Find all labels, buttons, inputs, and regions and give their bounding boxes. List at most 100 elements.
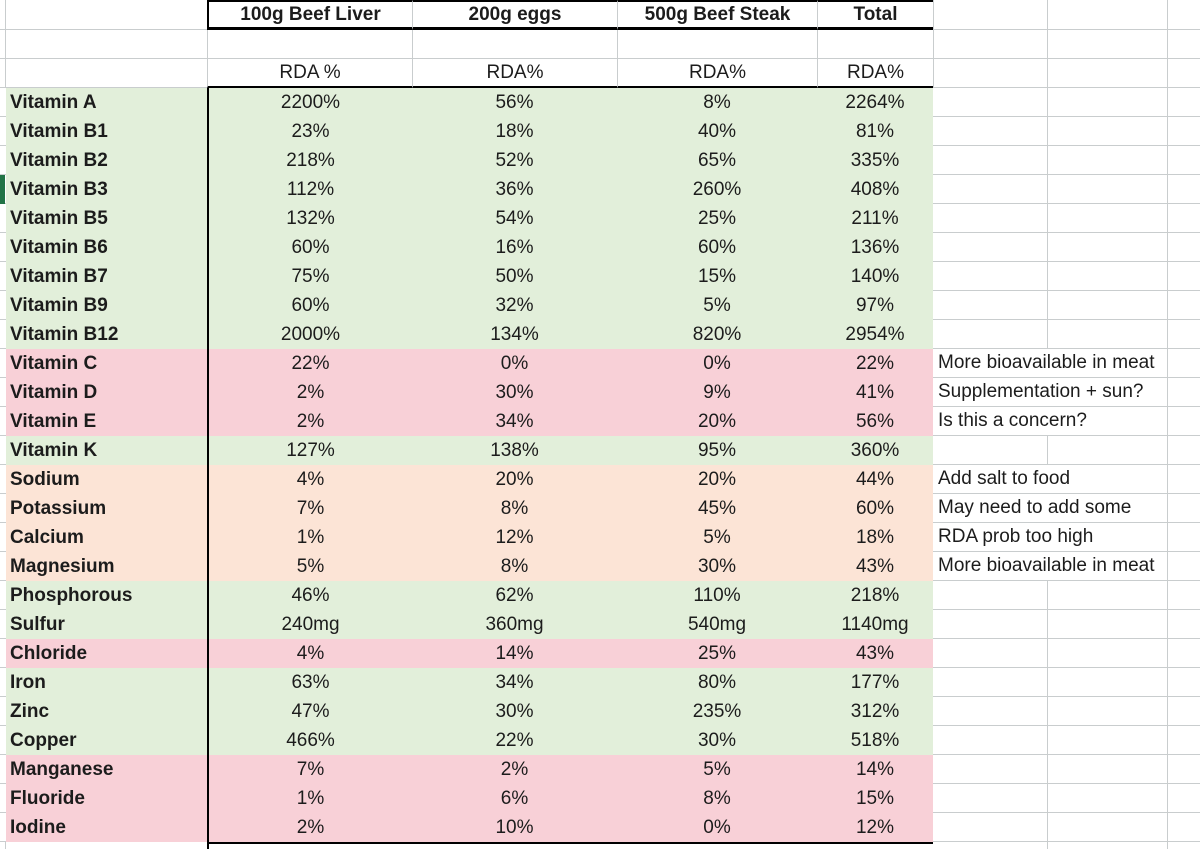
value-cell[interactable]: 2%	[207, 813, 412, 842]
empty-cell[interactable]	[933, 784, 1048, 813]
empty-cell[interactable]	[933, 59, 1048, 88]
note-cell[interactable]: Is this a concern?	[933, 407, 1087, 436]
value-cell[interactable]: 140%	[817, 262, 933, 291]
empty-cell[interactable]	[1168, 581, 1200, 610]
empty-cell[interactable]	[1048, 407, 1168, 436]
value-cell[interactable]: 36%	[412, 175, 617, 204]
empty-cell[interactable]	[412, 842, 617, 849]
value-cell[interactable]: 12%	[412, 523, 617, 552]
empty-cell[interactable]	[1048, 842, 1168, 849]
value-cell[interactable]: 138%	[412, 436, 617, 465]
value-cell[interactable]: 22%	[817, 349, 933, 378]
value-cell[interactable]: 54%	[412, 204, 617, 233]
empty-cell[interactable]	[1048, 320, 1168, 349]
value-cell[interactable]: 25%	[617, 204, 817, 233]
empty-cell[interactable]	[412, 30, 617, 59]
value-cell[interactable]: 62%	[412, 581, 617, 610]
value-cell[interactable]: 540mg	[617, 610, 817, 639]
value-cell[interactable]: 46%	[207, 581, 412, 610]
empty-cell[interactable]	[1048, 175, 1168, 204]
value-cell[interactable]: 177%	[817, 668, 933, 697]
subheader-rda[interactable]: RDA%	[617, 59, 817, 88]
value-cell[interactable]: 45%	[617, 494, 817, 523]
value-cell[interactable]: 16%	[412, 233, 617, 262]
value-cell[interactable]: 8%	[412, 494, 617, 523]
subheader-rda[interactable]: RDA%	[817, 59, 933, 88]
value-cell[interactable]: 1%	[207, 784, 412, 813]
empty-cell[interactable]	[933, 581, 1048, 610]
empty-cell[interactable]	[933, 262, 1048, 291]
empty-cell[interactable]	[933, 842, 1048, 849]
row-label-cell[interactable]: Zinc	[6, 697, 207, 726]
value-cell[interactable]: 466%	[207, 726, 412, 755]
note-cell[interactable]: Supplementation + sun?	[933, 378, 1143, 407]
empty-cell[interactable]	[1168, 146, 1200, 175]
empty-cell[interactable]	[1168, 726, 1200, 755]
value-cell[interactable]: 12%	[817, 813, 933, 842]
value-cell[interactable]: 360%	[817, 436, 933, 465]
row-label-cell[interactable]: Vitamin B12	[6, 320, 207, 349]
value-cell[interactable]: 60%	[207, 233, 412, 262]
note-cell[interactable]: Add salt to food	[933, 465, 1070, 494]
value-cell[interactable]: 132%	[207, 204, 412, 233]
empty-cell[interactable]	[933, 755, 1048, 784]
value-cell[interactable]: 15%	[817, 784, 933, 813]
value-cell[interactable]: 52%	[412, 146, 617, 175]
value-cell[interactable]: 22%	[207, 349, 412, 378]
empty-cell[interactable]	[1048, 726, 1168, 755]
empty-cell[interactable]	[817, 30, 933, 59]
value-cell[interactable]: 43%	[817, 552, 933, 581]
empty-cell[interactable]	[1048, 610, 1168, 639]
empty-cell[interactable]	[1168, 494, 1200, 523]
value-cell[interactable]: 20%	[617, 407, 817, 436]
value-cell[interactable]: 30%	[617, 726, 817, 755]
empty-cell[interactable]	[1168, 639, 1200, 668]
empty-cell[interactable]	[1168, 233, 1200, 262]
value-cell[interactable]: 2000%	[207, 320, 412, 349]
empty-cell[interactable]	[1048, 668, 1168, 697]
empty-cell[interactable]	[1048, 523, 1168, 552]
value-cell[interactable]: 5%	[207, 552, 412, 581]
value-cell[interactable]: 15%	[617, 262, 817, 291]
empty-cell[interactable]	[1168, 175, 1200, 204]
empty-cell[interactable]	[1048, 204, 1168, 233]
value-cell[interactable]: 110%	[617, 581, 817, 610]
value-cell[interactable]: 211%	[817, 204, 933, 233]
column-header-beef-liver[interactable]: 100g Beef Liver	[207, 0, 412, 30]
value-cell[interactable]: 23%	[207, 117, 412, 146]
corner-cell[interactable]	[6, 0, 207, 30]
empty-cell[interactable]	[1168, 117, 1200, 146]
empty-cell[interactable]	[1168, 668, 1200, 697]
value-cell[interactable]: 235%	[617, 697, 817, 726]
value-cell[interactable]: 10%	[412, 813, 617, 842]
row-label-cell[interactable]: Vitamin B5	[6, 204, 207, 233]
value-cell[interactable]: 2%	[412, 755, 617, 784]
empty-cell[interactable]	[817, 842, 933, 849]
empty-cell[interactable]	[207, 842, 412, 849]
empty-cell[interactable]	[1048, 262, 1168, 291]
value-cell[interactable]: 2954%	[817, 320, 933, 349]
value-cell[interactable]: 0%	[617, 813, 817, 842]
value-cell[interactable]: 41%	[817, 378, 933, 407]
value-cell[interactable]: 240mg	[207, 610, 412, 639]
empty-cell[interactable]	[1168, 320, 1200, 349]
row-label-cell[interactable]: Fluoride	[6, 784, 207, 813]
empty-cell[interactable]	[1048, 378, 1168, 407]
empty-cell[interactable]	[6, 30, 207, 59]
empty-cell[interactable]	[1168, 523, 1200, 552]
value-cell[interactable]: 63%	[207, 668, 412, 697]
empty-cell[interactable]	[1048, 755, 1168, 784]
empty-cell[interactable]	[1048, 30, 1168, 59]
row-label-cell[interactable]: Vitamin A	[6, 88, 207, 117]
value-cell[interactable]: 32%	[412, 291, 617, 320]
empty-cell[interactable]	[6, 842, 207, 849]
value-cell[interactable]: 18%	[817, 523, 933, 552]
value-cell[interactable]: 50%	[412, 262, 617, 291]
value-cell[interactable]: 1140mg	[817, 610, 933, 639]
value-cell[interactable]: 136%	[817, 233, 933, 262]
value-cell[interactable]: 8%	[617, 784, 817, 813]
empty-cell[interactable]	[1048, 552, 1168, 581]
value-cell[interactable]: 56%	[412, 88, 617, 117]
value-cell[interactable]: 260%	[617, 175, 817, 204]
empty-cell[interactable]	[1048, 436, 1168, 465]
